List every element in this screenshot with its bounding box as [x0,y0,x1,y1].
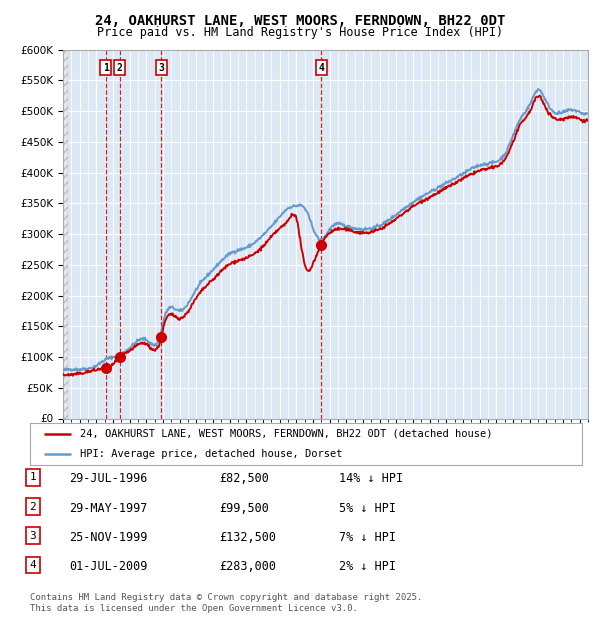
Text: 1: 1 [103,63,109,73]
Text: 2: 2 [29,502,37,512]
Text: 3: 3 [29,531,37,541]
Text: 25-NOV-1999: 25-NOV-1999 [69,531,148,544]
Text: £99,500: £99,500 [219,502,269,515]
Text: 24, OAKHURST LANE, WEST MOORS, FERNDOWN, BH22 0DT (detached house): 24, OAKHURST LANE, WEST MOORS, FERNDOWN,… [80,429,492,439]
Text: 29-JUL-1996: 29-JUL-1996 [69,472,148,485]
Text: 2: 2 [117,63,123,73]
Text: 14% ↓ HPI: 14% ↓ HPI [339,472,403,485]
Text: £283,000: £283,000 [219,560,276,573]
Text: 3: 3 [158,63,164,73]
Text: £82,500: £82,500 [219,472,269,485]
Text: Contains HM Land Registry data © Crown copyright and database right 2025.
This d: Contains HM Land Registry data © Crown c… [30,593,422,613]
Text: 4: 4 [319,63,324,73]
Text: Price paid vs. HM Land Registry's House Price Index (HPI): Price paid vs. HM Land Registry's House … [97,26,503,39]
Text: 01-JUL-2009: 01-JUL-2009 [69,560,148,573]
Text: 24, OAKHURST LANE, WEST MOORS, FERNDOWN, BH22 0DT: 24, OAKHURST LANE, WEST MOORS, FERNDOWN,… [95,14,505,28]
Text: 29-MAY-1997: 29-MAY-1997 [69,502,148,515]
Text: HPI: Average price, detached house, Dorset: HPI: Average price, detached house, Dors… [80,449,342,459]
Text: 4: 4 [29,560,37,570]
Text: 5% ↓ HPI: 5% ↓ HPI [339,502,396,515]
Text: £132,500: £132,500 [219,531,276,544]
Text: 2% ↓ HPI: 2% ↓ HPI [339,560,396,573]
Text: 1: 1 [29,472,37,482]
Text: 7% ↓ HPI: 7% ↓ HPI [339,531,396,544]
